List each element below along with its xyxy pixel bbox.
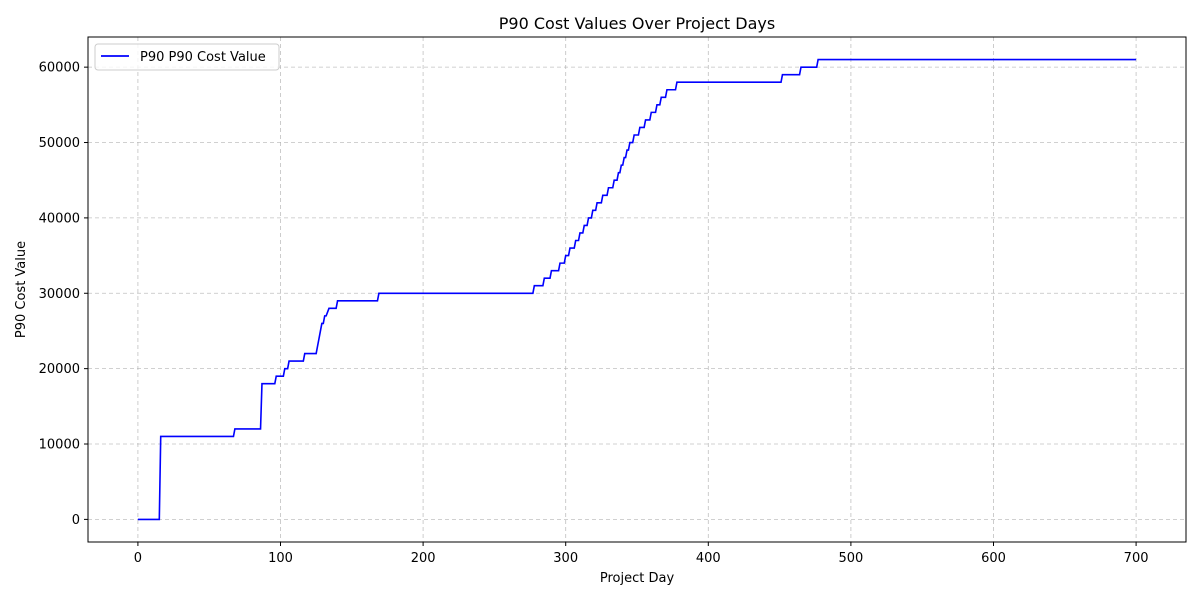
- chart-title: P90 Cost Values Over Project Days: [499, 14, 775, 33]
- x-tick-label: 500: [838, 551, 863, 566]
- legend-box: [94, 43, 280, 71]
- x-tick-label: 700: [1124, 551, 1149, 566]
- y-tick-label: 30000: [39, 287, 80, 302]
- y-tick-label: 60000: [39, 61, 80, 76]
- x-axis-ticks: 0 100 200 300 400 500 600 700: [134, 542, 1149, 566]
- grid-lines: [88, 37, 1186, 542]
- y-tick-label: 10000: [39, 438, 80, 453]
- x-tick-label: 300: [553, 551, 578, 566]
- y-tick-label: 20000: [39, 362, 80, 377]
- y-axis-ticks: 0 10000 20000 30000 40000 50000 60000: [39, 61, 88, 528]
- legend: P90 P90 Cost Value: [94, 43, 280, 71]
- series-layer: [137, 58, 1137, 521]
- x-axis-label: Project Day: [600, 571, 675, 586]
- y-tick-label: 50000: [39, 136, 80, 151]
- x-tick-label: 400: [696, 551, 721, 566]
- series-line: [137, 58, 1137, 521]
- y-tick-label: 0: [72, 513, 80, 528]
- x-tick-label: 200: [411, 551, 436, 566]
- y-axis-label: P90 Cost Value: [14, 241, 29, 338]
- y-tick-label: 40000: [39, 211, 80, 226]
- x-tick-label: 100: [268, 551, 293, 566]
- legend-label: P90 P90 Cost Value: [140, 50, 266, 65]
- x-tick-label: 600: [981, 551, 1006, 566]
- x-tick-label: 0: [134, 551, 142, 566]
- plot-area-frame: [87, 36, 1187, 543]
